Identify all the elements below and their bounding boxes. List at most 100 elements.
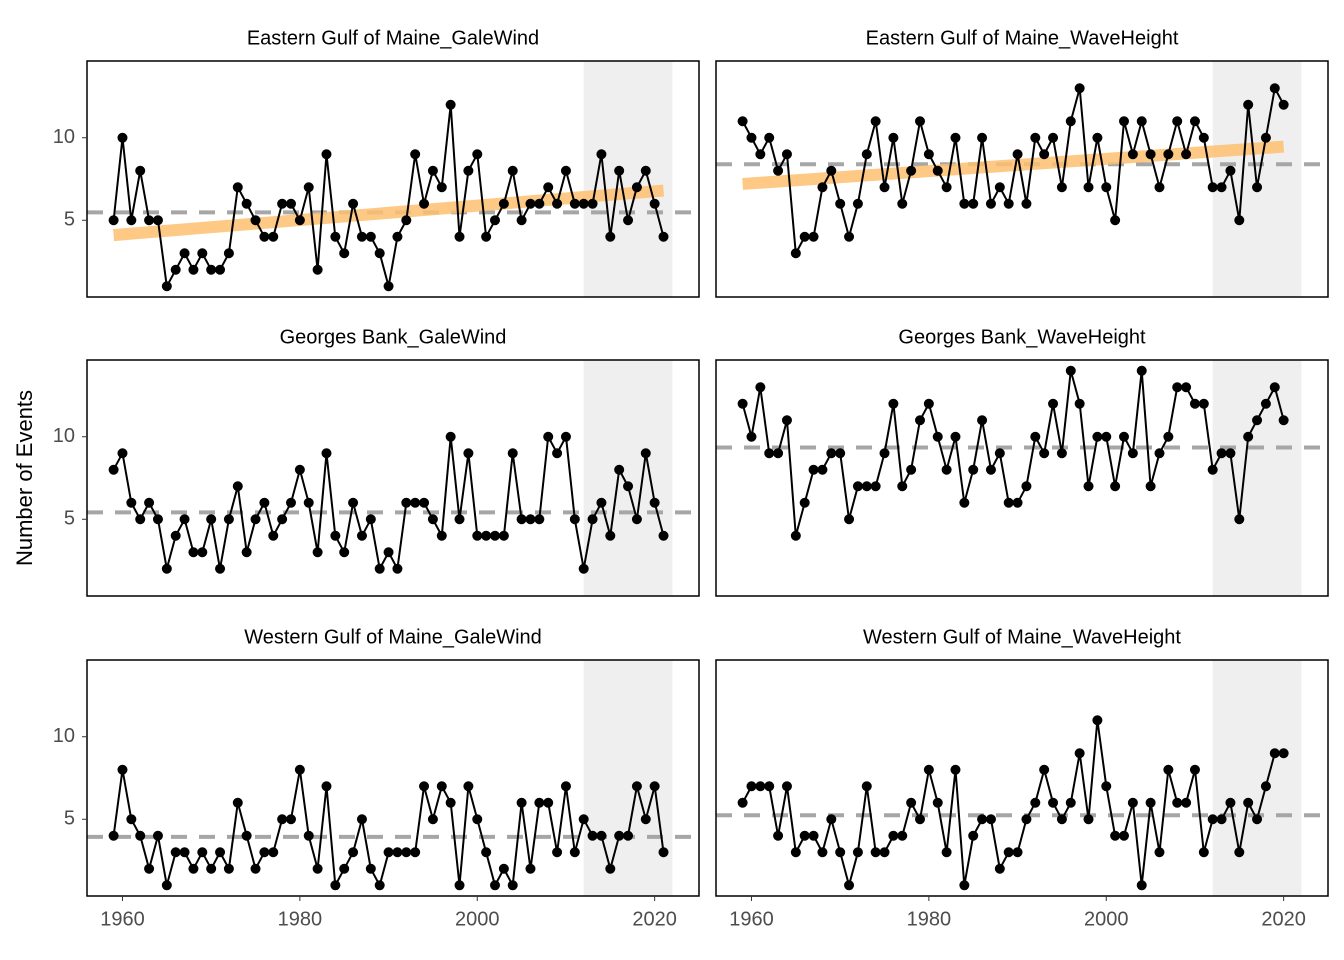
point bbox=[401, 847, 412, 858]
point bbox=[569, 198, 580, 209]
point bbox=[994, 448, 1005, 459]
point bbox=[835, 847, 846, 858]
point bbox=[348, 497, 359, 508]
point bbox=[516, 797, 527, 808]
point bbox=[348, 198, 359, 209]
point bbox=[383, 547, 394, 558]
point bbox=[1074, 83, 1085, 94]
point bbox=[631, 514, 642, 525]
point bbox=[259, 847, 270, 858]
point bbox=[232, 797, 243, 808]
point bbox=[1021, 198, 1032, 209]
point bbox=[170, 530, 181, 541]
point bbox=[1021, 814, 1032, 825]
point bbox=[144, 215, 155, 226]
point bbox=[463, 165, 474, 176]
point bbox=[303, 497, 314, 508]
point bbox=[844, 880, 855, 891]
point bbox=[1145, 149, 1156, 160]
point bbox=[303, 830, 314, 841]
point bbox=[1048, 797, 1059, 808]
point bbox=[419, 198, 430, 209]
point bbox=[507, 448, 518, 459]
point bbox=[108, 830, 119, 841]
point bbox=[330, 231, 341, 242]
point bbox=[1074, 398, 1085, 409]
point bbox=[356, 231, 367, 242]
point bbox=[587, 514, 598, 525]
point bbox=[835, 198, 846, 209]
point bbox=[365, 514, 376, 525]
point bbox=[605, 231, 616, 242]
point bbox=[507, 880, 518, 891]
point bbox=[915, 116, 925, 127]
point bbox=[1260, 398, 1271, 409]
point bbox=[1092, 132, 1103, 143]
point bbox=[392, 231, 403, 242]
point bbox=[968, 464, 979, 475]
point bbox=[817, 464, 828, 475]
point bbox=[312, 863, 323, 874]
y-tick-label: 5 bbox=[64, 508, 75, 530]
point bbox=[737, 797, 748, 808]
x-tick-label: 2020 bbox=[632, 908, 677, 930]
point bbox=[472, 149, 483, 160]
point bbox=[259, 497, 270, 508]
point bbox=[915, 814, 925, 825]
point bbox=[1065, 365, 1076, 376]
point bbox=[525, 863, 536, 874]
point bbox=[1252, 814, 1263, 825]
point bbox=[1243, 99, 1254, 110]
point bbox=[781, 781, 792, 792]
point bbox=[1278, 415, 1289, 426]
point bbox=[1172, 382, 1183, 393]
point bbox=[977, 415, 988, 426]
point bbox=[1252, 415, 1263, 426]
point bbox=[401, 497, 412, 508]
point bbox=[481, 847, 492, 858]
point bbox=[605, 863, 616, 874]
point bbox=[339, 863, 350, 874]
point bbox=[1181, 797, 1192, 808]
point bbox=[445, 797, 456, 808]
series-line bbox=[741, 370, 1285, 537]
point bbox=[197, 547, 208, 558]
point bbox=[737, 116, 748, 127]
point bbox=[1110, 215, 1121, 226]
point bbox=[552, 198, 563, 209]
point bbox=[277, 198, 288, 209]
point bbox=[277, 514, 288, 525]
point bbox=[250, 215, 261, 226]
point bbox=[374, 563, 385, 574]
point bbox=[374, 880, 385, 891]
shaded-period bbox=[1212, 360, 1302, 596]
point bbox=[1189, 398, 1200, 409]
point bbox=[941, 847, 952, 858]
point bbox=[108, 215, 119, 226]
point bbox=[1039, 764, 1050, 775]
point bbox=[941, 464, 952, 475]
point bbox=[1154, 847, 1165, 858]
point bbox=[640, 814, 651, 825]
point bbox=[578, 198, 589, 209]
point bbox=[330, 530, 341, 541]
point bbox=[161, 563, 172, 574]
point bbox=[808, 464, 819, 475]
point bbox=[490, 215, 500, 226]
point bbox=[1225, 165, 1236, 176]
point bbox=[746, 132, 757, 143]
point bbox=[746, 431, 757, 442]
point bbox=[649, 497, 660, 508]
point bbox=[179, 248, 190, 259]
point bbox=[906, 797, 917, 808]
y-axis-label: Number of Events bbox=[12, 390, 37, 566]
point bbox=[799, 830, 810, 841]
point bbox=[552, 448, 563, 459]
point bbox=[206, 264, 217, 275]
point bbox=[427, 814, 438, 825]
point bbox=[826, 814, 837, 825]
point bbox=[1216, 448, 1227, 459]
y-tick-label: 5 bbox=[64, 209, 75, 231]
point bbox=[897, 481, 908, 492]
point bbox=[1269, 83, 1280, 94]
